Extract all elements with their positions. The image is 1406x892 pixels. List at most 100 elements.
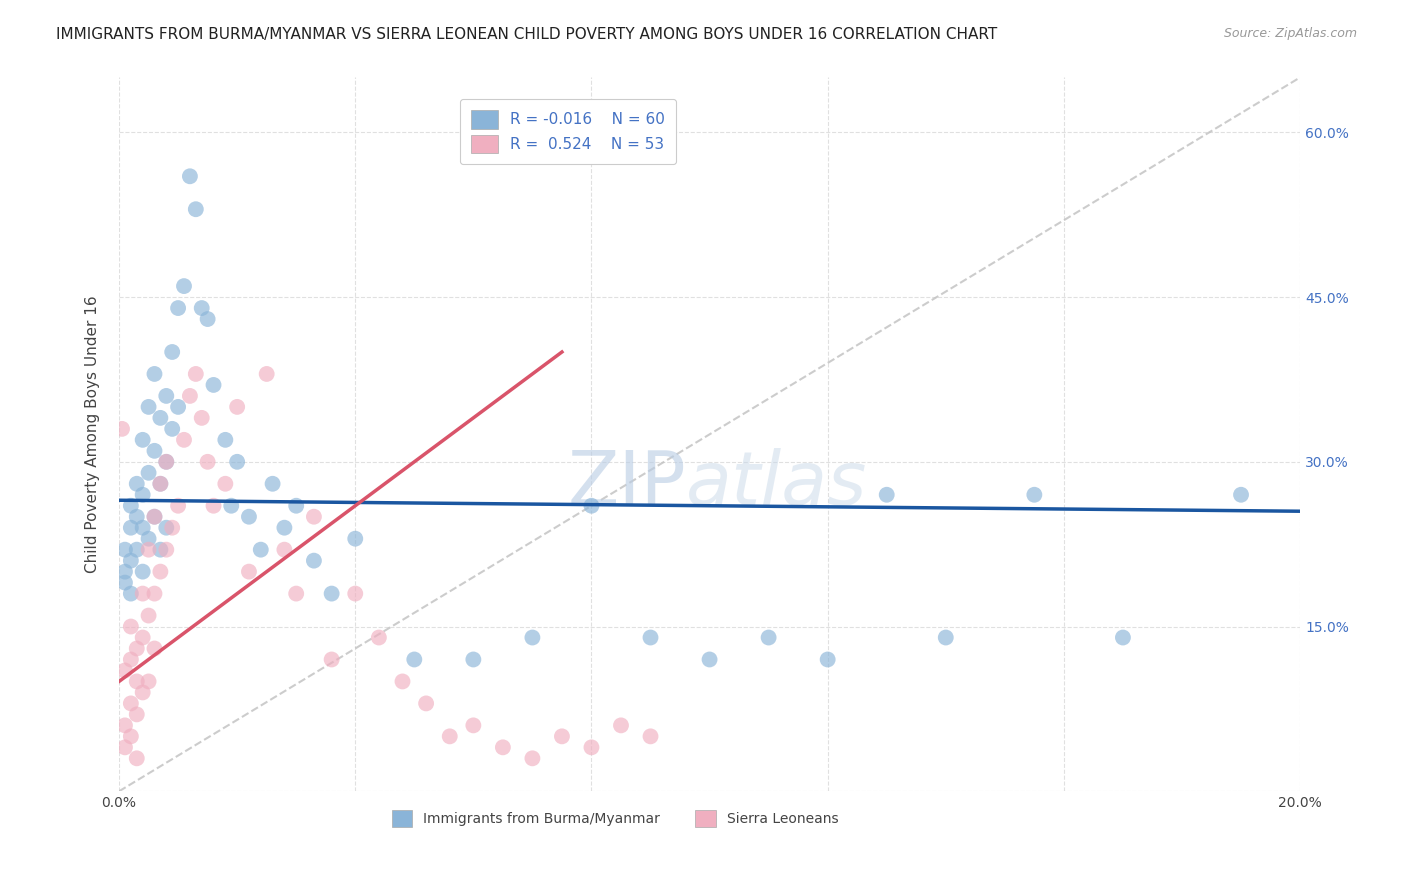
Point <box>138 532 160 546</box>
Point <box>197 312 219 326</box>
Point <box>155 542 177 557</box>
Text: atlas: atlas <box>686 449 868 520</box>
Point <box>699 652 721 666</box>
Point <box>143 509 166 524</box>
Point <box>120 697 142 711</box>
Point <box>114 565 136 579</box>
Point <box>131 488 153 502</box>
Point <box>173 279 195 293</box>
Point <box>273 542 295 557</box>
Point <box>120 619 142 633</box>
Point <box>190 301 212 315</box>
Point <box>125 542 148 557</box>
Point <box>138 400 160 414</box>
Point <box>143 443 166 458</box>
Point <box>273 521 295 535</box>
Point <box>149 476 172 491</box>
Point <box>1112 631 1135 645</box>
Point <box>415 697 437 711</box>
Point <box>190 410 212 425</box>
Point <box>391 674 413 689</box>
Point <box>149 565 172 579</box>
Point <box>492 740 515 755</box>
Point <box>214 433 236 447</box>
Text: Source: ZipAtlas.com: Source: ZipAtlas.com <box>1223 27 1357 40</box>
Point <box>522 631 544 645</box>
Text: ZIP: ZIP <box>567 448 686 521</box>
Point <box>160 422 183 436</box>
Point <box>935 631 957 645</box>
Point <box>125 674 148 689</box>
Point <box>114 664 136 678</box>
Point <box>125 751 148 765</box>
Text: IMMIGRANTS FROM BURMA/MYANMAR VS SIERRA LEONEAN CHILD POVERTY AMONG BOYS UNDER 1: IMMIGRANTS FROM BURMA/MYANMAR VS SIERRA … <box>56 27 997 42</box>
Point <box>131 685 153 699</box>
Legend: Immigrants from Burma/Myanmar, Sierra Leoneans: Immigrants from Burma/Myanmar, Sierra Le… <box>385 804 845 834</box>
Point <box>262 476 284 491</box>
Point <box>143 586 166 600</box>
Point <box>197 455 219 469</box>
Point <box>439 730 461 744</box>
Point <box>120 586 142 600</box>
Point <box>876 488 898 502</box>
Point <box>463 718 485 732</box>
Point <box>155 521 177 535</box>
Point <box>160 345 183 359</box>
Point <box>131 586 153 600</box>
Point <box>155 455 177 469</box>
Point <box>238 509 260 524</box>
Point <box>581 740 603 755</box>
Point <box>1230 488 1253 502</box>
Point <box>226 455 249 469</box>
Point <box>155 455 177 469</box>
Point <box>167 499 190 513</box>
Point <box>285 586 308 600</box>
Y-axis label: Child Poverty Among Boys Under 16: Child Poverty Among Boys Under 16 <box>86 295 100 574</box>
Point <box>219 499 242 513</box>
Point <box>238 565 260 579</box>
Point <box>184 202 207 217</box>
Point <box>173 433 195 447</box>
Point <box>404 652 426 666</box>
Point <box>302 554 325 568</box>
Point <box>522 751 544 765</box>
Point <box>214 476 236 491</box>
Point <box>114 718 136 732</box>
Point <box>131 631 153 645</box>
Point <box>817 652 839 666</box>
Point <box>202 378 225 392</box>
Point <box>138 466 160 480</box>
Point <box>149 476 172 491</box>
Point <box>1024 488 1046 502</box>
Point <box>321 586 343 600</box>
Point <box>120 499 142 513</box>
Point <box>610 718 633 732</box>
Point <box>302 509 325 524</box>
Point <box>125 707 148 722</box>
Point <box>138 608 160 623</box>
Point <box>640 730 662 744</box>
Point <box>179 389 201 403</box>
Point <box>138 542 160 557</box>
Point <box>344 532 367 546</box>
Point <box>149 542 172 557</box>
Point <box>202 499 225 513</box>
Point <box>285 499 308 513</box>
Point <box>160 521 183 535</box>
Point <box>184 367 207 381</box>
Point <box>114 740 136 755</box>
Point <box>138 674 160 689</box>
Point <box>114 575 136 590</box>
Point <box>131 433 153 447</box>
Point <box>143 367 166 381</box>
Point <box>125 509 148 524</box>
Point <box>167 400 190 414</box>
Point <box>149 410 172 425</box>
Point <box>120 652 142 666</box>
Point <box>640 631 662 645</box>
Point <box>167 301 190 315</box>
Point <box>463 652 485 666</box>
Point <box>120 730 142 744</box>
Point <box>111 422 134 436</box>
Point <box>581 499 603 513</box>
